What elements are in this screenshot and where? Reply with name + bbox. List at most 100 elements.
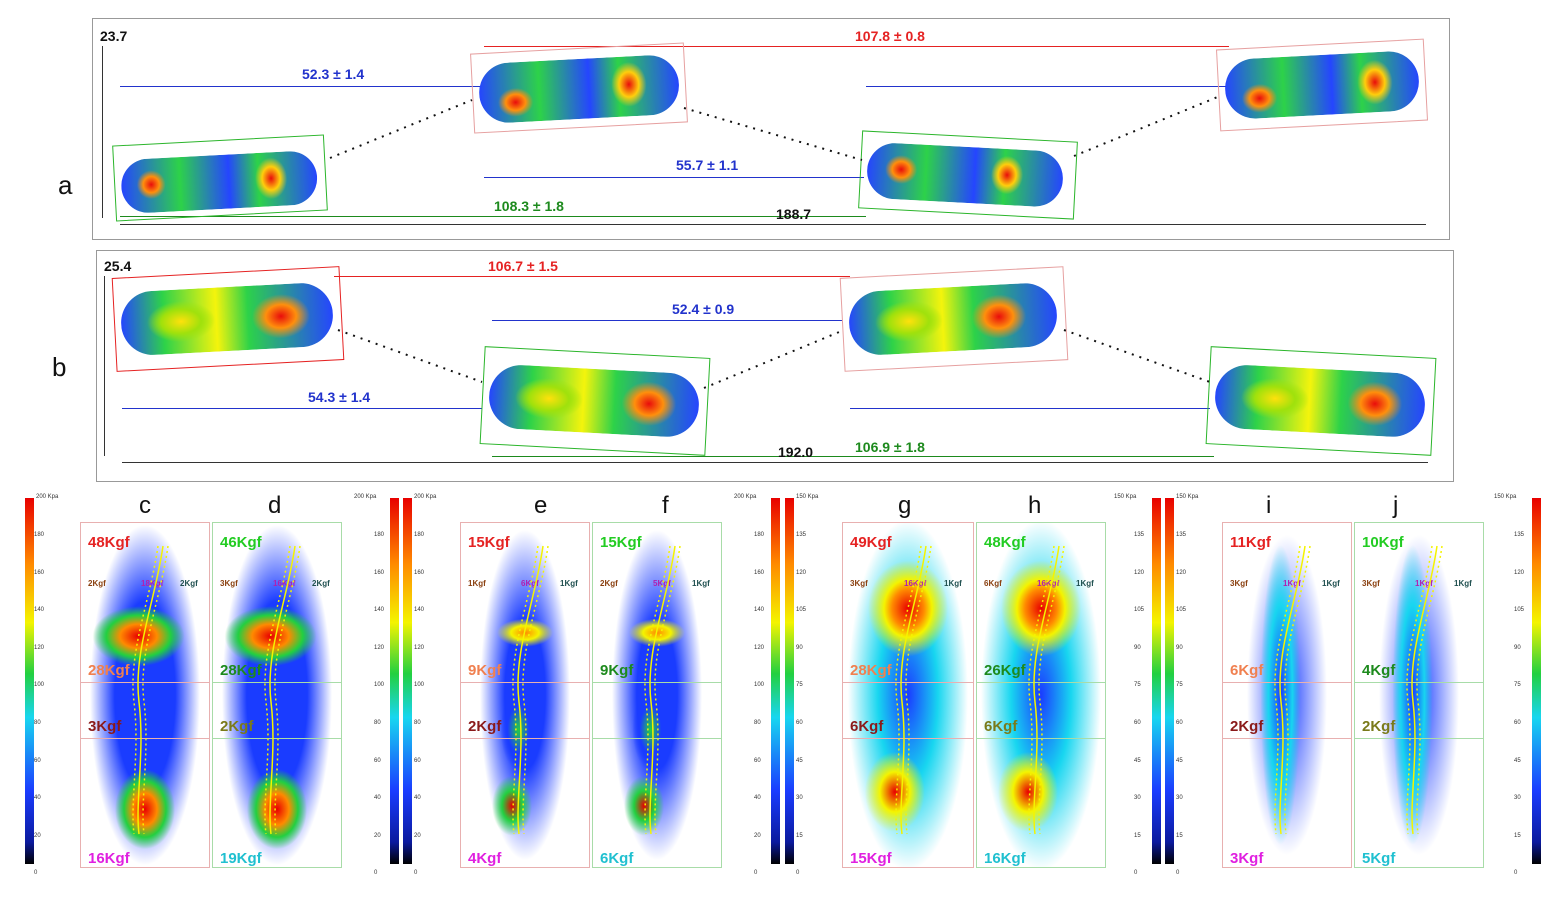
b-step-blue-top: 52.4 ± 0.9 [672, 301, 735, 317]
scale-unit-5: 150 Kpa [796, 494, 819, 500]
scale-tick: 180 [374, 532, 385, 538]
scale-tick: 20 [34, 832, 41, 839]
kgf-label-low: 2Kgf [220, 718, 254, 735]
scale-tick: 0 [1176, 870, 1180, 877]
scale-tick: 135 [1176, 532, 1187, 538]
zone-divider [212, 738, 342, 739]
panel-a-height-bar [102, 46, 103, 218]
kgf-label-toe-left: 2Kgf [600, 579, 618, 588]
scale-tick: 75 [1514, 682, 1521, 689]
scale-tick: 60 [1514, 720, 1521, 726]
scale-tick: 120 [1176, 569, 1187, 576]
cop-trajectory [1028, 545, 1065, 835]
scale-tick: 100 [414, 682, 425, 689]
kgf-label-bottom: 5Kgf [1362, 850, 1396, 867]
scale-tick: 160 [414, 569, 425, 576]
cop-trajectory [1406, 545, 1443, 835]
kgf-label-mid: 28Kgf [88, 662, 130, 679]
scale-tick: 105 [1514, 607, 1525, 614]
scale-tick: 60 [754, 757, 761, 764]
scale-tick: 140 [754, 607, 765, 614]
scale-tick: 60 [1176, 720, 1183, 726]
cop-trajectory [264, 545, 301, 835]
zone-divider [1222, 682, 1352, 683]
scale-tick: 75 [1176, 682, 1183, 689]
pressure-map-g [842, 522, 974, 868]
scale-tick: 45 [1514, 757, 1521, 764]
kgf-label-mid: 4Kgf [1362, 662, 1396, 679]
scale-tick: 15 [1514, 832, 1521, 839]
pressure-map-frame [1354, 522, 1484, 868]
b-total: 192.0 [778, 444, 814, 460]
scale-bar-3 [403, 498, 412, 864]
scale-tick: 120 [34, 644, 45, 651]
zone-divider [976, 682, 1106, 683]
a-stride-red: 107.8 ± 0.8 [855, 28, 925, 44]
a-dotted-connectors [329, 95, 1221, 161]
scale-tick: 15 [1176, 832, 1183, 839]
a-total: 188.7 [776, 206, 812, 222]
scale-tick: 30 [796, 795, 803, 802]
scale-tick: 60 [374, 757, 381, 764]
a-blue-line-top [120, 86, 480, 87]
scale-tick: 45 [796, 757, 803, 764]
zone-divider [1222, 738, 1352, 739]
scale-tick: 0 [1514, 870, 1518, 877]
kgf-label-low: 2Kgf [1230, 718, 1264, 735]
b-total-line [122, 462, 1428, 463]
scale-tick: 90 [1176, 644, 1183, 651]
scale-tick: 75 [1134, 682, 1141, 689]
scale-tick: 40 [414, 795, 421, 802]
scale-tick: 30 [1514, 795, 1521, 802]
kgf-label-mid: 28Kgf [850, 662, 892, 679]
kgf-label-top: 48Kgf [88, 534, 130, 551]
a-stride-green: 108.3 ± 1.8 [494, 198, 564, 214]
kgf-label-toe-mid: 18Kgf [141, 579, 164, 588]
panel-a-height: 23.7 [100, 28, 128, 44]
scale-tick: 20 [374, 832, 381, 839]
scale-unit-4: 200 Kpa [734, 494, 757, 500]
kgf-label-toe-right: 1Kgf [1076, 579, 1094, 588]
scale-tick: 0 [754, 870, 758, 877]
pressure-map-frame [976, 522, 1106, 868]
kgf-label-top: 46Kgf [220, 534, 262, 551]
scale-tick: 180 [754, 532, 765, 538]
pressure-map-d [212, 522, 342, 868]
kgf-label-toe-right: 2Kgf [312, 579, 330, 588]
scale-tick: 105 [1176, 607, 1187, 614]
scale-tick: 20 [414, 832, 421, 839]
panel-b [96, 250, 1454, 482]
kgf-label-low: 2Kgf [1362, 718, 1396, 735]
col-header-i: i [1266, 492, 1272, 519]
scale-tick: 135 [1134, 532, 1145, 538]
scale-tick: 40 [34, 795, 41, 802]
scale-bar-2 [390, 498, 399, 864]
zone-divider [80, 682, 210, 683]
b-stride-red: 106.7 ± 1.5 [488, 258, 558, 274]
cop-trajectory [1274, 545, 1311, 835]
scale-tick: 45 [1176, 757, 1183, 764]
scale-tick: 40 [754, 795, 761, 802]
cop-trajectory [512, 545, 549, 835]
kgf-label-toe-right: 1Kgf [1322, 579, 1340, 588]
pressure-map-j [1354, 522, 1484, 868]
scale-bar-1 [25, 498, 34, 864]
scale-tick: 90 [1514, 644, 1521, 651]
zone-divider [592, 682, 722, 683]
kgf-label-mid: 9Kgf [600, 662, 634, 679]
zone-divider [460, 738, 590, 739]
pressure-map-e [460, 522, 590, 868]
col-header-e: e [534, 492, 548, 519]
kgf-label-toe-right: 1Kgf [944, 579, 962, 588]
scale-unit-3: 200 Kpa [414, 494, 437, 500]
scale-tick: 0 [414, 870, 418, 877]
pressure-map-f [592, 522, 722, 868]
pressure-map-i [1222, 522, 1352, 868]
kgf-label-toe-mid: 16Kgf [904, 579, 927, 588]
kgf-label-toe-left: 3Kgf [220, 579, 238, 588]
kgf-label-top: 49Kgf [850, 534, 892, 551]
scale-tick: 80 [414, 720, 421, 726]
scale-tick: 140 [414, 607, 425, 614]
kgf-label-bottom: 6Kgf [600, 850, 634, 867]
kgf-label-toe-mid: 1Kgf [1283, 579, 1301, 588]
